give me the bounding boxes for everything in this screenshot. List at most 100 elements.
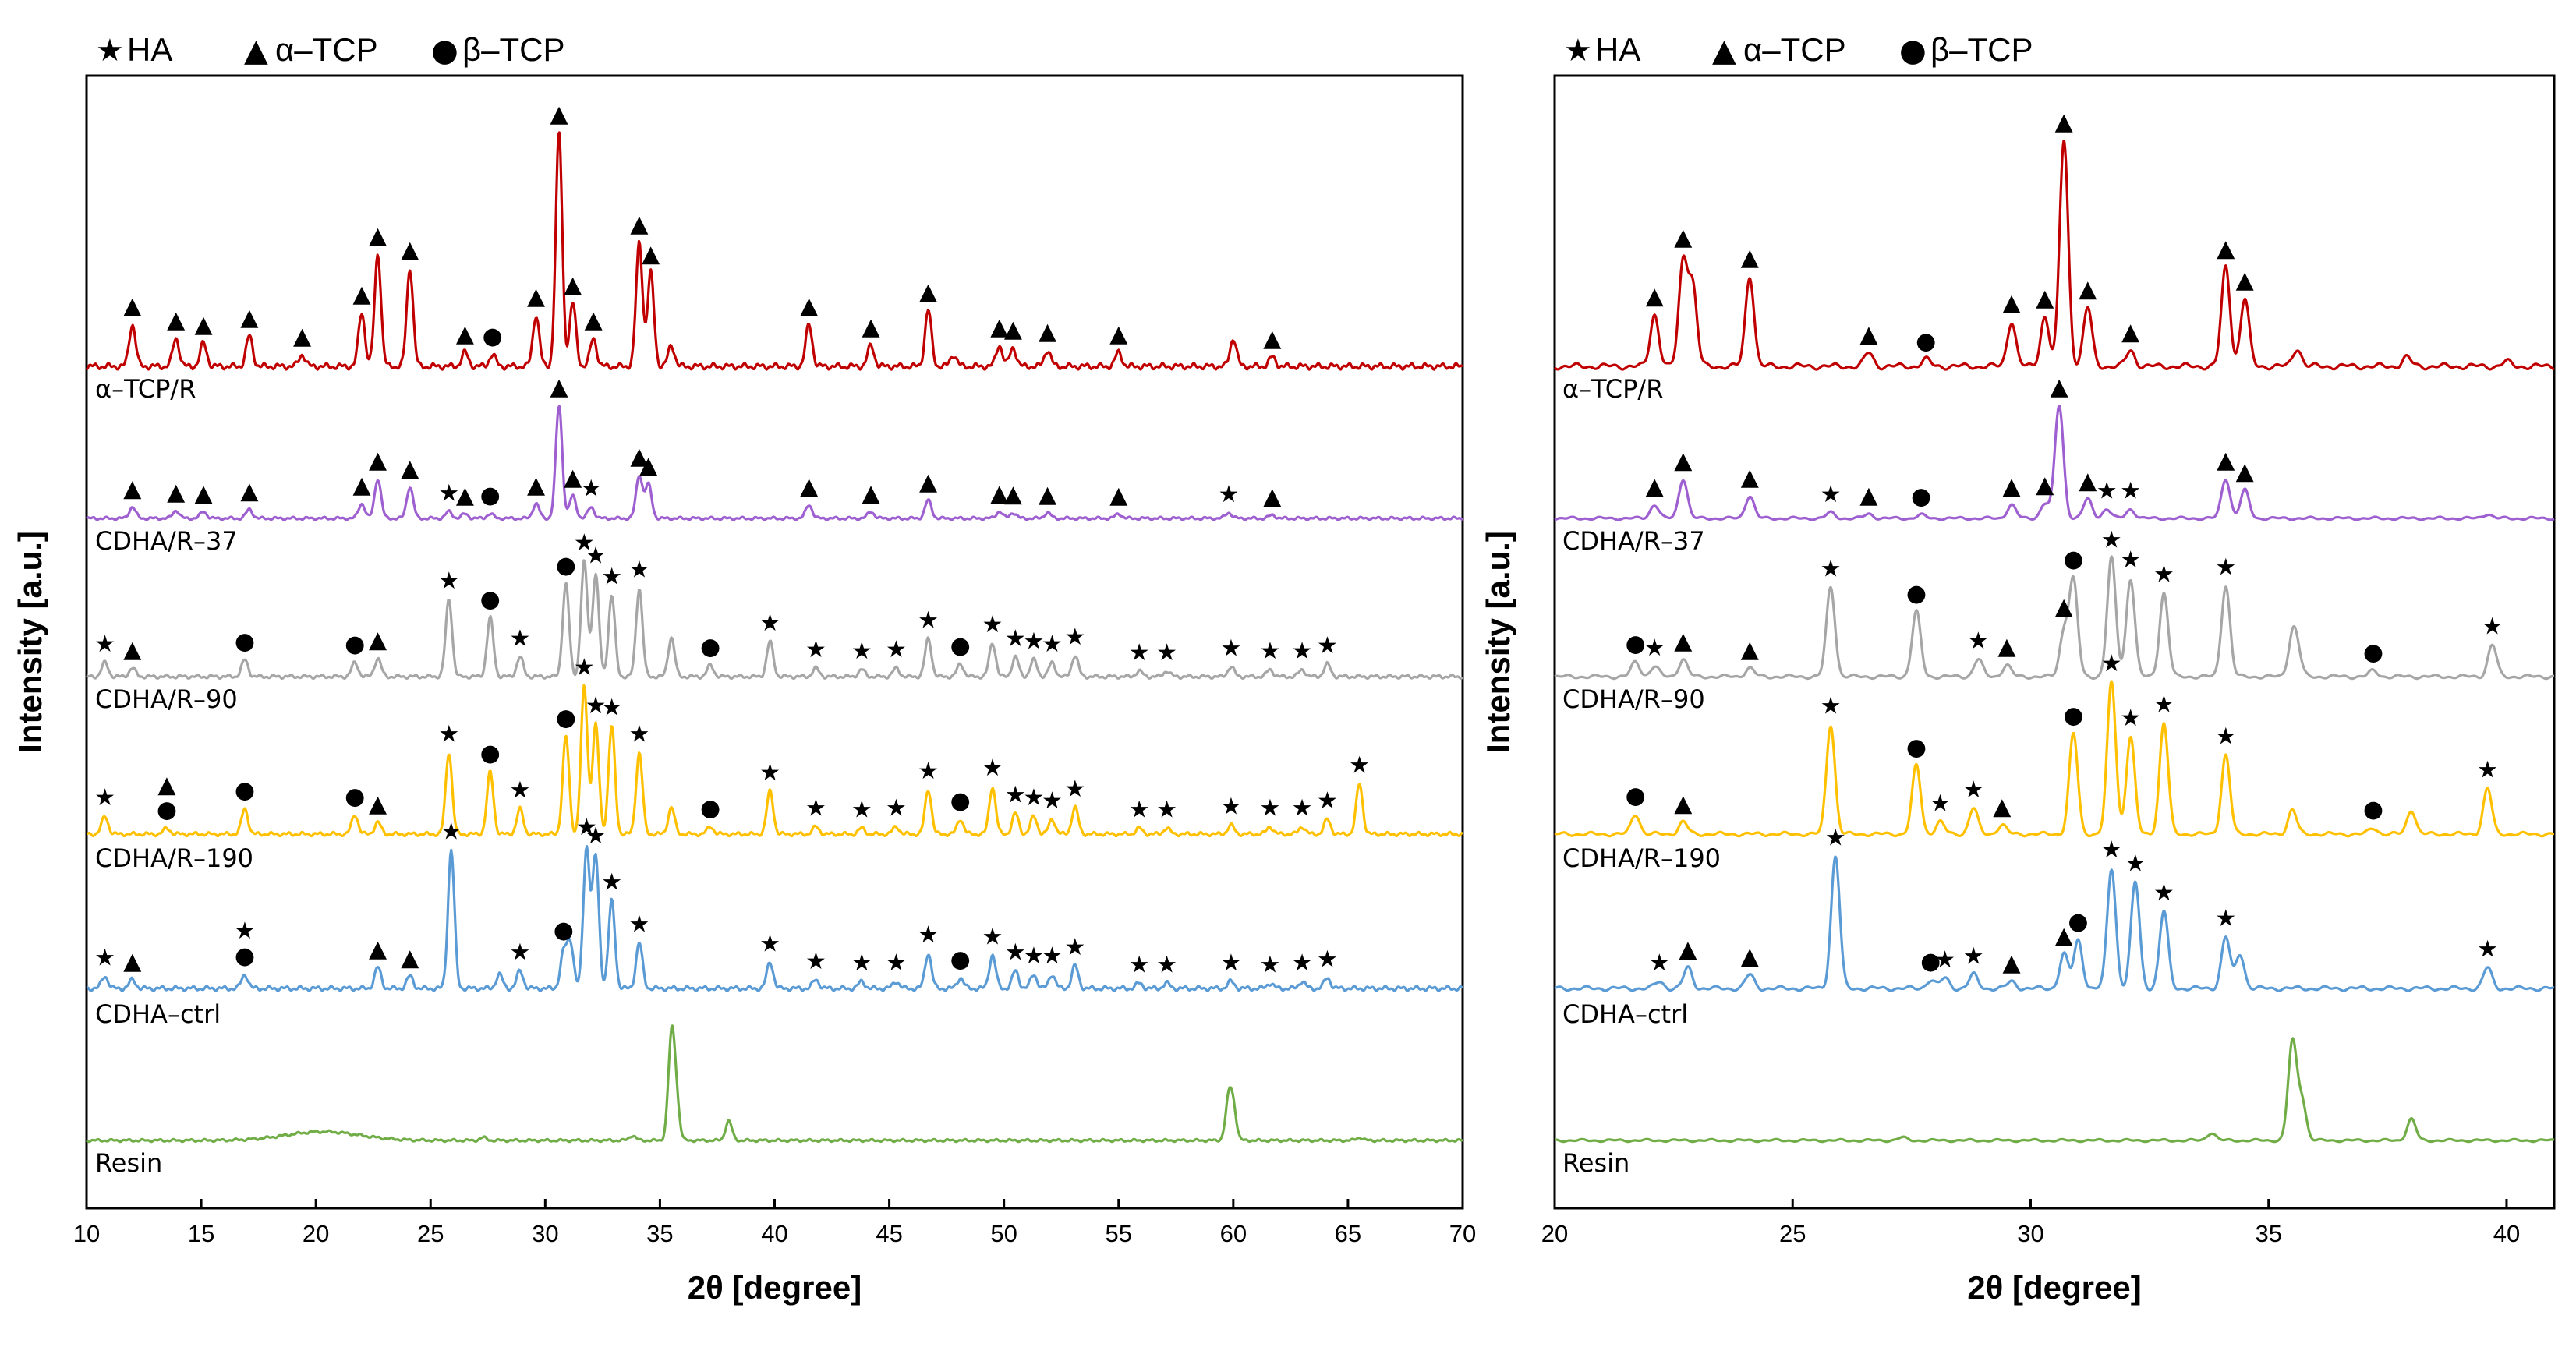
peak-marker-star-icon: ★: [441, 818, 462, 845]
peak-marker-triangle-icon: ▲: [1674, 224, 1692, 251]
legend-symbol-circle-icon: ●: [1899, 33, 1927, 69]
legend-symbol-circle-icon: ●: [431, 33, 458, 69]
peak-marker-circle-icon: ●: [1626, 783, 1646, 810]
peak-marker-star-icon: ★: [1292, 949, 1313, 977]
peak-marker-triangle-icon: ▲: [2003, 289, 2021, 316]
peak-marker-triangle-icon: ▲: [564, 271, 582, 299]
peak-marker-star-icon: ★: [1317, 787, 1338, 815]
peak-marker-star-icon: ★: [2477, 757, 2498, 784]
peak-marker-star-icon: ★: [886, 636, 907, 663]
x-tick-label: 35: [2255, 1220, 2281, 1247]
peak-marker-star-icon: ★: [759, 930, 780, 957]
x-tick-label: 25: [1779, 1220, 1806, 1247]
series-line-3: [1554, 680, 2555, 838]
peak-marker-triangle-icon: ▲: [990, 479, 1008, 507]
legend-symbol-star-icon: ★: [96, 33, 124, 69]
peak-marker-star-icon: ★: [586, 692, 607, 719]
peak-marker-triangle-icon: ▲: [1674, 628, 1692, 655]
y-axis-title: Intensity [a.u.]: [1480, 531, 1516, 753]
peak-marker-triangle-icon: ▲: [1741, 942, 1759, 970]
series-label: CDHA–ctrl: [95, 999, 221, 1029]
peak-marker-circle-icon: ●: [345, 631, 365, 658]
peak-marker-star-icon: ★: [574, 529, 595, 557]
peak-marker-star-icon: ★: [438, 479, 459, 507]
peak-marker-star-icon: ★: [1259, 951, 1280, 978]
peak-marker-star-icon: ★: [1218, 481, 1239, 508]
series-line-5: [1554, 1037, 2555, 1144]
series-label: CDHA/R–90: [1562, 684, 1705, 714]
peak-marker-triangle-icon: ▲: [240, 304, 258, 331]
peak-marker-circle-icon: ●: [157, 796, 177, 823]
peak-marker-star-icon: ★: [576, 814, 597, 841]
peak-marker-star-icon: ★: [1042, 631, 1063, 658]
peak-marker-triangle-icon: ▲: [919, 278, 937, 306]
peak-marker-triangle-icon: ▲: [293, 323, 311, 350]
x-tick-label: 25: [417, 1220, 444, 1247]
peak-marker-triangle-icon: ▲: [1646, 473, 1664, 500]
peak-marker-star-icon: ★: [1963, 776, 1984, 804]
peak-marker-triangle-icon: ▲: [2003, 949, 2021, 977]
x-axis-title: 2θ [degree]: [1967, 1269, 2141, 1306]
peak-marker-star-icon: ★: [510, 777, 531, 804]
peak-marker-triangle-icon: ▲: [527, 472, 545, 499]
peak-marker-star-icon: ★: [1042, 942, 1063, 970]
peak-marker-triangle-icon: ▲: [2217, 447, 2235, 474]
peak-marker-star-icon: ★: [1220, 794, 1241, 821]
peak-marker-triangle-icon: ▲: [352, 281, 370, 308]
x-tick-label: 40: [2493, 1220, 2520, 1247]
peak-marker-star-icon: ★: [1317, 946, 1338, 974]
peak-marker-triangle-icon: ▲: [2003, 473, 2021, 500]
peak-marker-triangle-icon: ▲: [639, 452, 657, 479]
legend-symbol-triangle-icon: ▲: [244, 33, 268, 69]
peak-marker-triangle-icon: ▲: [527, 283, 545, 310]
series-line-1: [86, 405, 1463, 521]
peak-marker-star-icon: ★: [438, 721, 459, 748]
peak-marker-star-icon: ★: [1023, 942, 1044, 970]
peak-marker-triangle-icon: ▲: [2236, 267, 2254, 294]
peak-marker-star-icon: ★: [438, 567, 459, 595]
peak-marker-star-icon: ★: [2153, 691, 2174, 719]
peak-marker-star-icon: ★: [1064, 776, 1085, 803]
legend-label: HA: [1595, 31, 1640, 68]
peak-marker-star-icon: ★: [1005, 625, 1026, 652]
peak-marker-circle-icon: ●: [1920, 948, 1941, 975]
series-line-3: [86, 684, 1463, 838]
peak-marker-circle-icon: ●: [950, 946, 971, 974]
legend-label: α–TCP: [275, 31, 378, 68]
peak-marker-star-icon: ★: [851, 638, 872, 665]
peak-marker-triangle-icon: ▲: [194, 311, 212, 338]
peak-marker-triangle-icon: ▲: [2036, 285, 2054, 312]
peak-marker-triangle-icon: ▲: [800, 292, 818, 320]
peak-marker-circle-icon: ●: [700, 634, 720, 661]
peak-marker-star-icon: ★: [2120, 546, 2141, 574]
peak-marker-star-icon: ★: [1023, 784, 1044, 811]
peak-marker-star-icon: ★: [1292, 795, 1313, 822]
series-line-2: [86, 559, 1464, 681]
peak-marker-star-icon: ★: [918, 921, 939, 949]
x-tick-label: 50: [990, 1220, 1017, 1247]
x-tick-label: 15: [188, 1220, 214, 1247]
peak-marker-circle-icon: ●: [2063, 546, 2083, 573]
peak-marker-triangle-icon: ▲: [2217, 235, 2235, 262]
x-tick-label: 20: [1541, 1220, 1568, 1247]
peak-marker-star-icon: ★: [1644, 635, 1665, 662]
peak-marker-star-icon: ★: [1129, 639, 1150, 666]
series-label: Resin: [95, 1148, 162, 1178]
peak-marker-star-icon: ★: [1349, 751, 1370, 779]
peak-marker-star-icon: ★: [886, 949, 907, 977]
peak-marker-triangle-icon: ▲: [369, 935, 387, 963]
peak-marker-circle-icon: ●: [480, 740, 501, 767]
series-label: CDHA/R–37: [95, 526, 238, 556]
peak-marker-star-icon: ★: [628, 557, 649, 584]
peak-marker-triangle-icon: ▲: [630, 210, 648, 238]
peak-marker-triangle-icon: ▲: [919, 468, 937, 496]
peak-marker-star-icon: ★: [1821, 481, 1842, 508]
peak-marker-star-icon: ★: [2125, 850, 2146, 878]
series-line-0: [1553, 140, 2555, 371]
peak-marker-triangle-icon: ▲: [564, 464, 582, 491]
peak-marker-star-icon: ★: [1064, 934, 1085, 961]
series-line-2: [1554, 555, 2555, 681]
peak-marker-star-icon: ★: [628, 911, 649, 939]
peak-marker-star-icon: ★: [510, 625, 531, 652]
